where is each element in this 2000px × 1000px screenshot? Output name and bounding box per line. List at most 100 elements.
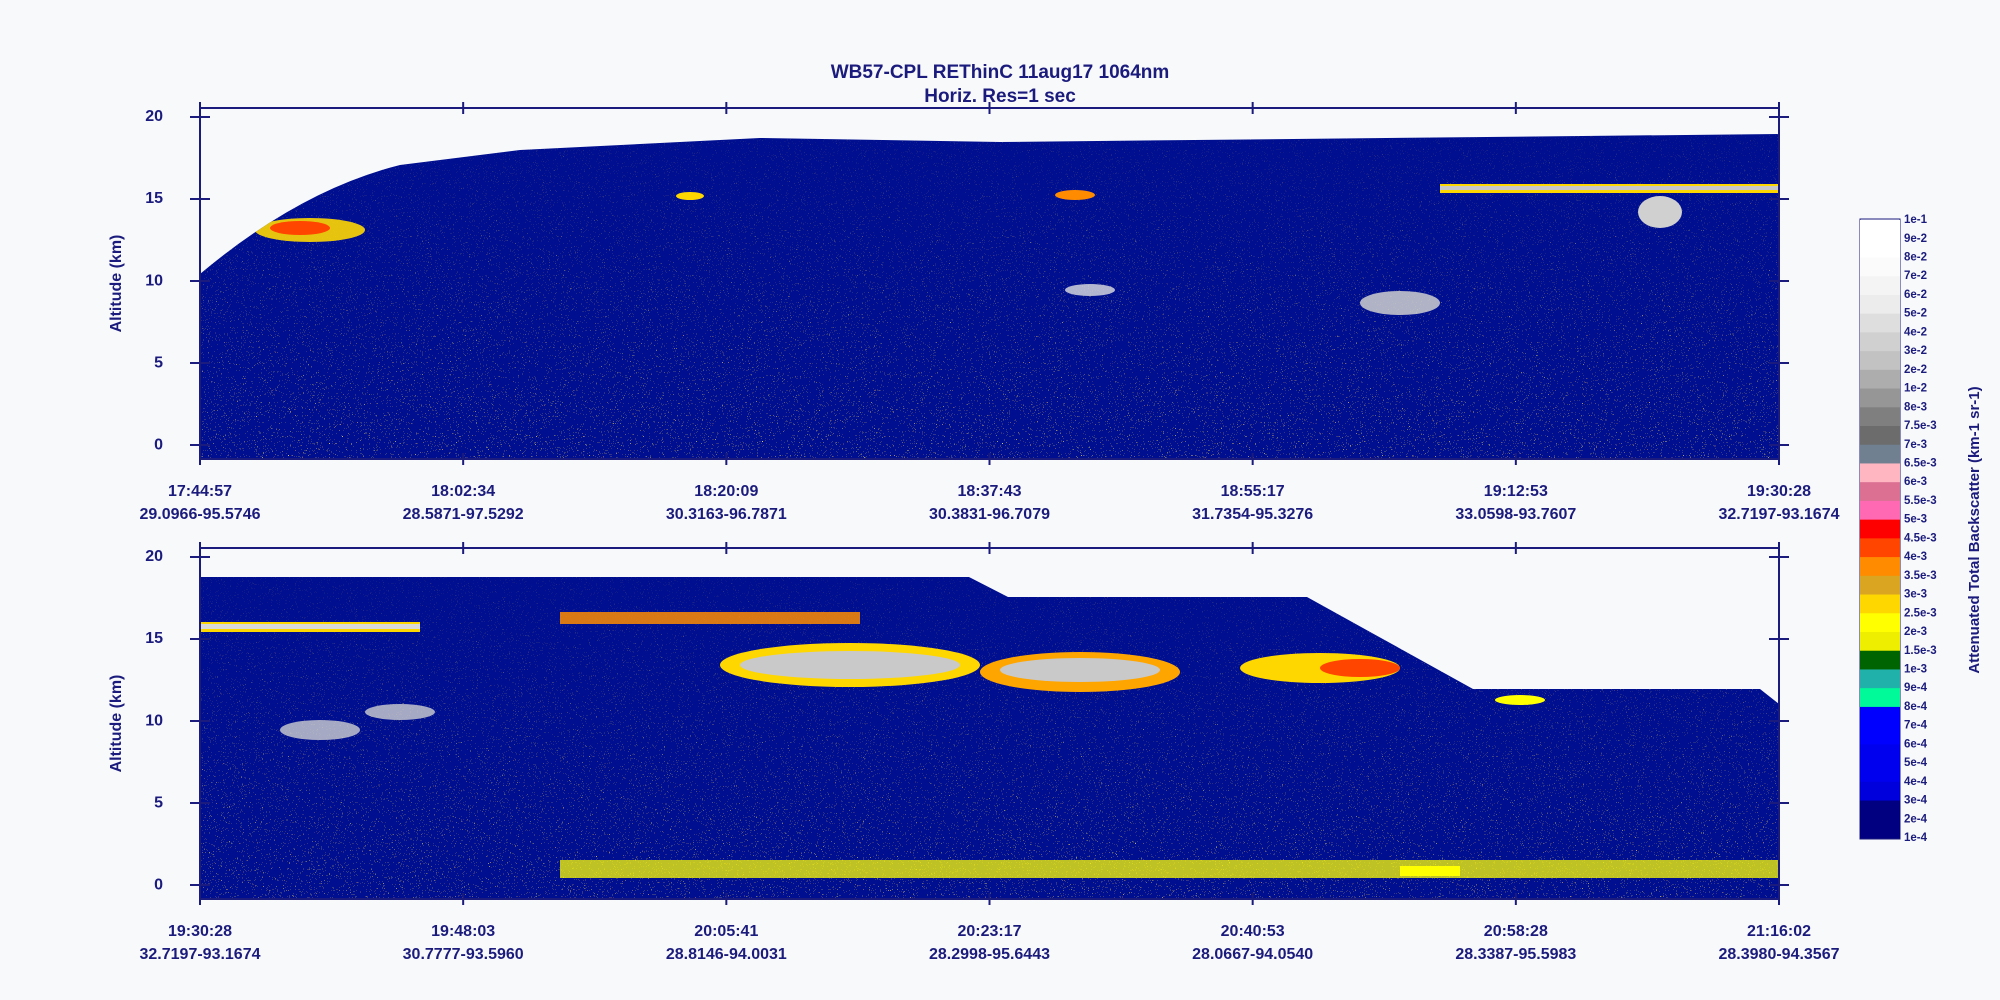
x-tick-position: 28.3387-95.5983 [1455,946,1576,963]
colorbar-level: 3e-2 [1904,345,1927,357]
colorbar-swatch [1860,575,1900,596]
colorbar-level: 3e-3 [1904,589,1927,601]
colorbar-level: 7e-2 [1904,270,1927,282]
x-tick-position: 29.0966-95.5746 [140,506,261,523]
colorbar-level: 7e-4 [1904,720,1928,732]
x-tick-time: 18:55:17 [1221,483,1285,500]
y-tick-label: 10 [145,712,163,729]
colorbar-level: 2e-2 [1904,364,1927,376]
colorbar-swatch [1860,407,1900,427]
colorbar-level: 8e-2 [1904,251,1927,263]
colorbar-swatch [1860,257,1900,277]
colorbar-level: 5e-3 [1904,514,1927,526]
colorbar-swatch [1860,819,1900,839]
x-tick-time: 20:40:53 [1221,923,1285,940]
colorbar-swatch [1860,613,1900,633]
x-tick-position: 30.7777-93.5960 [403,946,524,963]
colorbar-level: 1e-4 [1904,832,1928,844]
x-tick-position: 31.7354-95.3276 [1192,506,1313,523]
y-tick-label: 0 [154,436,163,453]
colorbar-swatch [1860,463,1900,483]
colorbar-level: 7e-3 [1904,439,1927,451]
x-tick-time: 18:02:34 [431,483,495,500]
y-tick-label: 5 [154,354,163,371]
colorbar-swatch [1860,557,1900,577]
x-tick-position: 28.3980-94.3567 [1719,946,1840,963]
colorbar-level: 4e-4 [1904,776,1928,788]
colorbar-level: 9e-4 [1904,682,1928,694]
colorbar-swatch [1860,669,1900,689]
x-tick-position: 28.5871-97.5292 [403,506,524,523]
y-tick-label: 15 [145,190,163,207]
colorbar-level: 4e-3 [1904,551,1927,563]
x-tick-time: 18:37:43 [957,483,1021,500]
colorbar-swatch [1860,482,1900,502]
x-tick-position: 28.0667-94.0540 [1192,946,1313,963]
colorbar-swatch [1860,500,1900,521]
colorbar-swatch [1860,369,1900,390]
colorbar-level: 5e-4 [1904,757,1928,769]
x-tick-position: 32.7197-93.1674 [140,946,261,963]
colorbar-level: 7.5e-3 [1904,420,1937,432]
colorbar-swatch [1860,800,1900,820]
x-tick-time: 19:48:03 [431,923,495,940]
colorbar-swatch [1860,332,1900,352]
colorbar-swatch [1860,632,1900,652]
colorbar-level: 4.5e-3 [1904,532,1937,544]
x-tick-position: 33.0598-93.7607 [1455,506,1576,523]
x-tick-position: 28.2998-95.6443 [929,946,1050,963]
x-tick-time: 20:05:41 [694,923,758,940]
backscatter-curtain [200,134,1779,459]
y-tick-label: 20 [145,548,163,565]
colorbar-level: 3e-4 [1904,795,1928,807]
colorbar-level: 1e-1 [1904,214,1928,226]
y-axis-label: Altitude (km) [108,675,125,773]
colorbar-level: 6e-4 [1904,738,1928,750]
colorbar-level: 1e-3 [1904,663,1927,675]
y-axis-label: Altitude (km) [108,235,125,333]
colorbar-swatch [1860,276,1900,296]
x-tick-position: 30.3163-96.7871 [666,506,787,523]
colorbar-level: 8e-4 [1904,701,1928,713]
y-tick-label: 0 [154,876,163,893]
colorbar-swatch [1860,763,1900,783]
colorbar-level: 2e-3 [1904,626,1927,638]
x-tick-time: 20:58:28 [1484,923,1548,940]
y-tick-label: 20 [145,108,163,125]
colorbar-level: 2e-4 [1904,813,1928,825]
colorbar-level: 5.5e-3 [1904,495,1937,507]
x-tick-time: 19:12:53 [1484,483,1548,500]
colorbar-swatch [1860,388,1900,408]
colorbar-level: 2.5e-3 [1904,607,1937,619]
colorbar-swatch [1860,444,1900,464]
colorbar-swatch [1860,238,1900,258]
colorbar-swatch [1860,725,1900,745]
colorbar-level: 8e-3 [1904,401,1927,413]
x-tick-time: 20:23:17 [957,923,1021,940]
colorbar-swatch [1860,538,1900,558]
x-tick-position: 32.7197-93.1674 [1719,506,1840,523]
x-tick-position: 30.3831-96.7079 [929,506,1050,523]
colorbar-level: 9e-2 [1904,233,1927,245]
colorbar-level: 4e-2 [1904,326,1927,338]
colorbar-level: 3.5e-3 [1904,570,1937,582]
y-tick-label: 15 [145,630,163,647]
y-tick-label: 5 [154,794,163,811]
backscatter-curtain [200,577,1779,899]
colorbar-level: 6.5e-3 [1904,457,1937,469]
colorbar-level: 6e-3 [1904,476,1927,488]
x-tick-time: 18:20:09 [694,483,758,500]
colorbar-label: Attenuated Total Backscatter (km-1 sr-1) [1966,386,1983,673]
colorbar-level: 6e-2 [1904,289,1927,301]
colorbar-swatch [1860,781,1900,802]
x-tick-time: 19:30:28 [168,923,232,940]
colorbar-swatch [1860,594,1900,614]
x-tick-position: 28.8146-94.0031 [666,946,787,963]
colorbar-swatch [1860,220,1900,240]
x-tick-time: 19:30:28 [1747,483,1811,500]
colorbar-swatch [1860,519,1900,539]
colorbar-swatch [1860,688,1900,708]
y-tick-label: 10 [145,272,163,289]
colorbar-swatch [1860,650,1900,670]
